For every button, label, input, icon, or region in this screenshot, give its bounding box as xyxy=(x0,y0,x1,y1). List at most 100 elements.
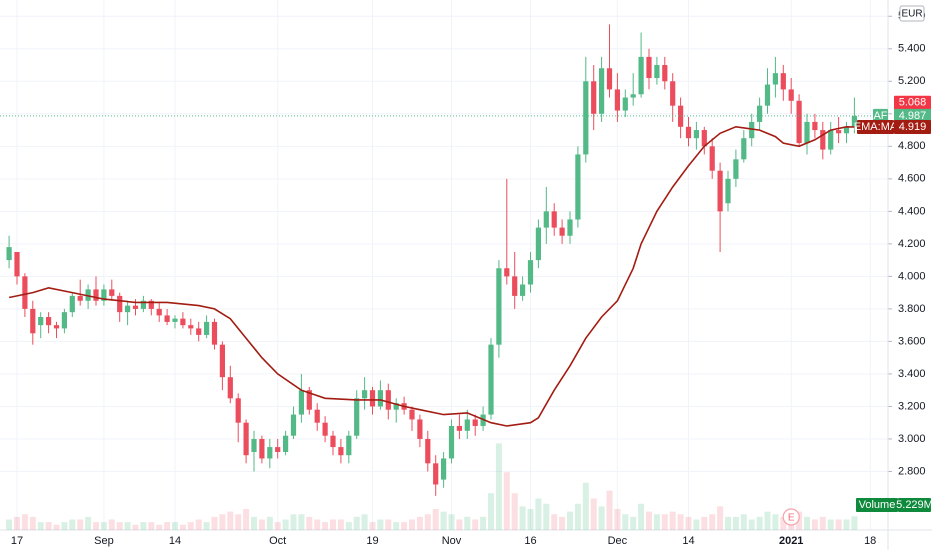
volume-bar xyxy=(100,522,107,530)
volume-bar xyxy=(590,498,597,530)
volume-bar xyxy=(480,516,487,530)
volume-name-box xyxy=(856,498,898,512)
y-tick-label: 5.400 xyxy=(898,43,926,55)
candle-body xyxy=(314,409,320,423)
volume-bar xyxy=(21,514,28,530)
volume-bar xyxy=(330,519,336,530)
volume-bar xyxy=(669,511,676,530)
x-tick-label: 16 xyxy=(524,535,536,547)
volume-bar xyxy=(709,514,716,530)
candle-body xyxy=(441,458,447,480)
candle-body xyxy=(211,321,218,345)
volume-bar xyxy=(266,516,273,530)
volume-bar xyxy=(582,482,589,530)
volume-bar xyxy=(432,509,439,530)
volume-bar xyxy=(243,509,250,530)
volume-bar xyxy=(677,514,684,530)
x-tick-label: 14 xyxy=(682,535,694,547)
candle-body xyxy=(132,305,139,309)
y-tick-label: 3.600 xyxy=(898,335,926,347)
volume-bar xyxy=(77,519,84,530)
candle-body xyxy=(575,154,581,220)
volume-bar xyxy=(598,506,605,530)
volume-bar xyxy=(85,516,92,530)
y-tick-label: 4.400 xyxy=(898,205,926,217)
volume-bar xyxy=(37,522,44,530)
volume-bar xyxy=(835,519,842,530)
volume-bar xyxy=(567,511,573,530)
x-tick-label: 18 xyxy=(864,535,876,547)
candle-body xyxy=(504,268,510,277)
candle-body xyxy=(512,276,518,296)
volume-bar xyxy=(622,514,629,530)
volume-bar xyxy=(322,522,329,530)
candle-body xyxy=(101,289,107,301)
volume-bar xyxy=(108,519,115,530)
candle-body xyxy=(678,105,684,127)
candle-body xyxy=(599,68,605,114)
candle-body xyxy=(583,81,589,155)
y-tick-label: 2.800 xyxy=(898,465,926,477)
x-tick-label: Nov xyxy=(442,535,462,547)
candle-body xyxy=(606,68,613,90)
event-marker xyxy=(782,508,800,526)
volume-bar xyxy=(819,516,826,530)
volume-bar xyxy=(488,493,494,530)
candle-body xyxy=(6,247,12,261)
volume-bar xyxy=(401,522,408,530)
ema-value-box xyxy=(894,119,931,134)
volume-bar xyxy=(156,524,163,530)
candle-body xyxy=(369,390,376,407)
candle-body xyxy=(725,178,731,204)
candle-body xyxy=(757,105,763,122)
candle-body xyxy=(227,377,233,399)
y-tick-label: 3.800 xyxy=(898,303,926,315)
candle-body xyxy=(417,419,423,439)
candle-body xyxy=(385,390,391,410)
volume-bar xyxy=(290,514,297,530)
volume-bar xyxy=(527,509,534,530)
symbol-tag-box xyxy=(873,108,888,123)
volume-bar xyxy=(764,511,771,530)
volume-bar xyxy=(282,519,289,530)
candle-body xyxy=(180,318,186,326)
volume-bar xyxy=(456,519,463,530)
candle-body xyxy=(527,260,534,285)
candle-body xyxy=(780,73,786,90)
volume-bar xyxy=(851,516,858,530)
candle-body xyxy=(488,344,494,415)
candle-body xyxy=(377,390,383,407)
candle-body xyxy=(140,300,146,309)
candle-body xyxy=(77,295,83,301)
x-tick-label: Dec xyxy=(608,535,628,547)
ema-tag-label: EMA:MA xyxy=(854,121,898,133)
volume-bar xyxy=(61,522,68,530)
last-price-label: 4.987 xyxy=(899,110,927,122)
volume-bar xyxy=(116,522,123,530)
volume-bar xyxy=(630,516,637,530)
volume-bar xyxy=(416,516,423,530)
candle-body xyxy=(38,317,44,326)
x-tick-label: Oct xyxy=(269,535,286,547)
volume-bar xyxy=(693,519,700,530)
candle-body xyxy=(125,305,131,313)
volume-bar xyxy=(756,516,763,530)
candle-body xyxy=(543,211,549,228)
volume-bar xyxy=(306,516,313,530)
volume-bar xyxy=(535,498,542,530)
volume-bar xyxy=(717,506,724,530)
candle-body xyxy=(409,409,415,420)
candle-body xyxy=(630,94,636,98)
candle-body xyxy=(662,65,668,82)
volume-bar xyxy=(725,516,731,530)
candle-body xyxy=(772,73,778,85)
volume-bar xyxy=(448,514,455,530)
volume-bar xyxy=(440,511,447,530)
volume-bar xyxy=(424,514,431,530)
volume-bar xyxy=(503,472,510,530)
volume-bar xyxy=(606,490,613,530)
candle-body xyxy=(322,422,328,436)
volume-last-box xyxy=(898,498,931,512)
volume-bar xyxy=(93,522,99,530)
candle-body xyxy=(764,84,771,106)
